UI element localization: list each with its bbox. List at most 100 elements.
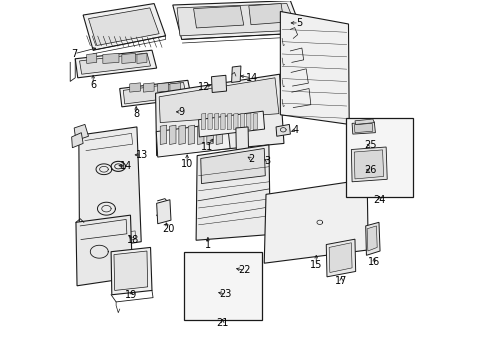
Text: 12: 12 <box>198 82 210 92</box>
Polygon shape <box>169 83 180 92</box>
Text: 11: 11 <box>200 142 213 152</box>
Text: 2: 2 <box>248 154 254 164</box>
Polygon shape <box>122 53 135 63</box>
Text: 23: 23 <box>219 289 232 299</box>
Polygon shape <box>204 261 209 278</box>
Polygon shape <box>190 261 195 278</box>
Polygon shape <box>120 80 191 107</box>
Text: 6: 6 <box>90 80 96 90</box>
Text: 1: 1 <box>204 239 210 249</box>
Polygon shape <box>246 113 250 130</box>
Text: 19: 19 <box>125 291 138 301</box>
Polygon shape <box>233 113 238 130</box>
Polygon shape <box>227 113 231 130</box>
Polygon shape <box>156 123 230 157</box>
Polygon shape <box>83 4 165 50</box>
Text: 17: 17 <box>334 276 347 286</box>
Polygon shape <box>351 147 386 182</box>
Polygon shape <box>179 125 185 144</box>
Text: 26: 26 <box>364 165 376 175</box>
Polygon shape <box>197 261 202 278</box>
Text: 7: 7 <box>71 49 77 59</box>
Polygon shape <box>193 6 244 28</box>
Text: 9: 9 <box>178 107 183 117</box>
Polygon shape <box>172 1 302 40</box>
Polygon shape <box>76 130 82 139</box>
Text: 24: 24 <box>372 195 385 205</box>
Polygon shape <box>79 127 141 251</box>
Text: 10: 10 <box>181 159 193 169</box>
Polygon shape <box>156 200 171 224</box>
Text: 8: 8 <box>133 109 139 119</box>
Text: 3: 3 <box>264 156 270 166</box>
Polygon shape <box>366 226 376 251</box>
Polygon shape <box>353 150 383 179</box>
Polygon shape <box>188 125 194 144</box>
Polygon shape <box>325 239 355 277</box>
Polygon shape <box>76 215 132 286</box>
Text: 16: 16 <box>367 257 380 267</box>
Polygon shape <box>123 82 186 104</box>
Polygon shape <box>159 78 278 123</box>
Polygon shape <box>201 148 265 184</box>
Text: 20: 20 <box>162 225 174 234</box>
Polygon shape <box>75 50 156 78</box>
Polygon shape <box>86 53 97 63</box>
Polygon shape <box>111 247 152 295</box>
Text: 4: 4 <box>292 125 298 135</box>
Text: 18: 18 <box>127 235 139 245</box>
Bar <box>345 118 412 197</box>
Text: 5: 5 <box>295 18 302 28</box>
Polygon shape <box>248 4 284 25</box>
Text: 15: 15 <box>309 260 322 270</box>
Polygon shape <box>225 261 230 278</box>
Polygon shape <box>80 53 150 74</box>
Polygon shape <box>74 125 88 140</box>
Polygon shape <box>276 125 290 136</box>
Polygon shape <box>253 113 257 130</box>
Polygon shape <box>72 133 83 148</box>
Polygon shape <box>221 113 224 130</box>
Polygon shape <box>137 53 147 63</box>
Polygon shape <box>201 113 205 130</box>
Bar <box>183 252 261 320</box>
Polygon shape <box>218 261 223 278</box>
Text: 13: 13 <box>135 150 147 160</box>
Polygon shape <box>129 83 140 92</box>
Polygon shape <box>211 261 216 278</box>
Polygon shape <box>198 111 264 137</box>
Polygon shape <box>247 261 252 278</box>
Polygon shape <box>351 122 375 134</box>
Polygon shape <box>102 53 119 63</box>
Text: 14: 14 <box>120 161 132 171</box>
Polygon shape <box>240 113 244 130</box>
Polygon shape <box>177 4 297 36</box>
Polygon shape <box>158 83 168 92</box>
Text: 21: 21 <box>216 318 228 328</box>
Polygon shape <box>197 125 203 144</box>
Polygon shape <box>365 222 379 255</box>
Polygon shape <box>216 125 222 144</box>
Polygon shape <box>235 127 248 166</box>
Polygon shape <box>240 261 244 278</box>
Polygon shape <box>231 66 241 82</box>
Polygon shape <box>169 125 176 144</box>
Polygon shape <box>155 74 284 156</box>
Polygon shape <box>196 145 270 240</box>
Polygon shape <box>264 179 367 263</box>
Polygon shape <box>328 243 351 273</box>
Polygon shape <box>211 75 226 93</box>
Polygon shape <box>233 261 238 278</box>
Polygon shape <box>143 83 154 92</box>
Polygon shape <box>160 125 166 144</box>
Polygon shape <box>114 251 147 291</box>
Polygon shape <box>354 119 373 125</box>
Polygon shape <box>88 8 159 45</box>
Polygon shape <box>280 12 348 125</box>
Polygon shape <box>207 113 212 130</box>
Text: 22: 22 <box>238 265 250 275</box>
Polygon shape <box>214 113 218 130</box>
Text: 14: 14 <box>245 73 257 83</box>
Polygon shape <box>353 123 372 133</box>
Text: 25: 25 <box>364 140 376 150</box>
